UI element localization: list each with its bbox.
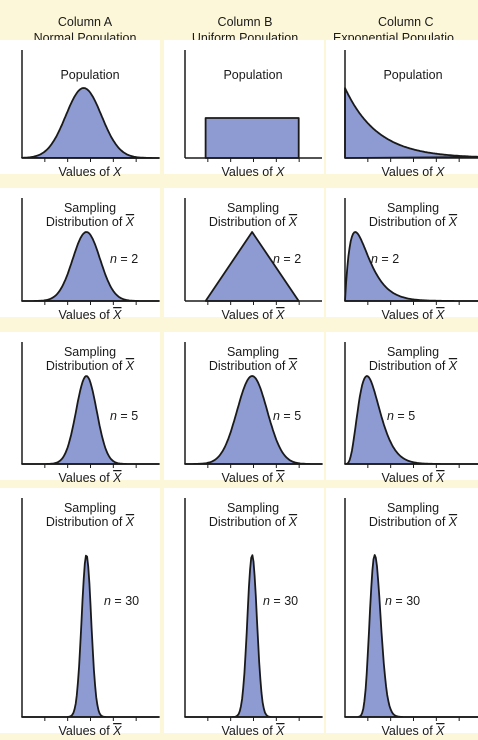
xlabel-r1-c0: Values of X	[58, 308, 122, 322]
title-r0-c0: Population	[60, 68, 119, 82]
xlabel-r0-c2: Values of X	[381, 165, 445, 179]
title2-r2-c2: Distribution of X	[369, 359, 458, 373]
panel-r3-c2	[326, 488, 478, 733]
title2-r3-c2: Distribution of X	[369, 515, 458, 529]
xlabel-r3-c2: Values of X	[381, 724, 445, 738]
xlabel-r2-c2: Values of X	[381, 471, 445, 485]
title-r0-c1: Population	[223, 68, 282, 82]
title1-r2-c2: Sampling	[387, 345, 439, 359]
n-label-r3-c1: n = 30	[263, 594, 298, 608]
curve-r0-c2	[344, 87, 478, 159]
xlabel-r1-c2: Values of X	[381, 308, 445, 322]
title2-r1-c1: Distribution of X	[209, 215, 298, 229]
title1-r1-c2: Sampling	[387, 201, 439, 215]
column-b-label: Column B	[217, 15, 273, 29]
n-label-r1-c0: n = 2	[110, 252, 138, 266]
title1-r3-c1: Sampling	[227, 501, 279, 515]
title2-r2-c0: Distribution of X	[46, 359, 135, 373]
column-a-label: Column A	[57, 15, 113, 29]
curve-r0-c1	[204, 117, 300, 159]
title-r0-c2: Population	[383, 68, 442, 82]
title2-r3-c0: Distribution of X	[46, 515, 135, 529]
n-label-r1-c1: n = 2	[273, 252, 301, 266]
title2-r2-c1: Distribution of X	[209, 359, 298, 373]
n-label-r1-c2: n = 2	[371, 252, 399, 266]
xlabel-r0-c1: Values of X	[221, 165, 285, 179]
xlabel-r3-c0: Values of X	[58, 724, 122, 738]
xlabel-r3-c1: Values of X	[221, 724, 285, 738]
n-label-r3-c0: n = 30	[104, 594, 139, 608]
column-c-label: Column C	[378, 15, 434, 29]
xlabel-r0-c0: Values of X	[58, 165, 122, 179]
n-label-r2-c0: n = 5	[110, 409, 138, 423]
title1-r1-c1: Sampling	[227, 201, 279, 215]
xlabel-r2-c0: Values of X	[58, 471, 122, 485]
title1-r3-c2: Sampling	[387, 501, 439, 515]
n-label-r2-c2: n = 5	[387, 409, 415, 423]
title2-r1-c2: Distribution of X	[369, 215, 458, 229]
title2-r1-c0: Distribution of X	[46, 215, 135, 229]
xlabel-r2-c1: Values of X	[221, 471, 285, 485]
title2-r3-c1: Distribution of X	[209, 515, 298, 529]
title1-r2-c1: Sampling	[227, 345, 279, 359]
xlabel-r1-c1: Values of X	[221, 308, 285, 322]
title1-r2-c0: Sampling	[64, 345, 116, 359]
title1-r3-c0: Sampling	[64, 501, 116, 515]
n-label-r3-c2: n = 30	[385, 594, 420, 608]
n-label-r2-c1: n = 5	[273, 409, 301, 423]
title1-r1-c0: Sampling	[64, 201, 116, 215]
